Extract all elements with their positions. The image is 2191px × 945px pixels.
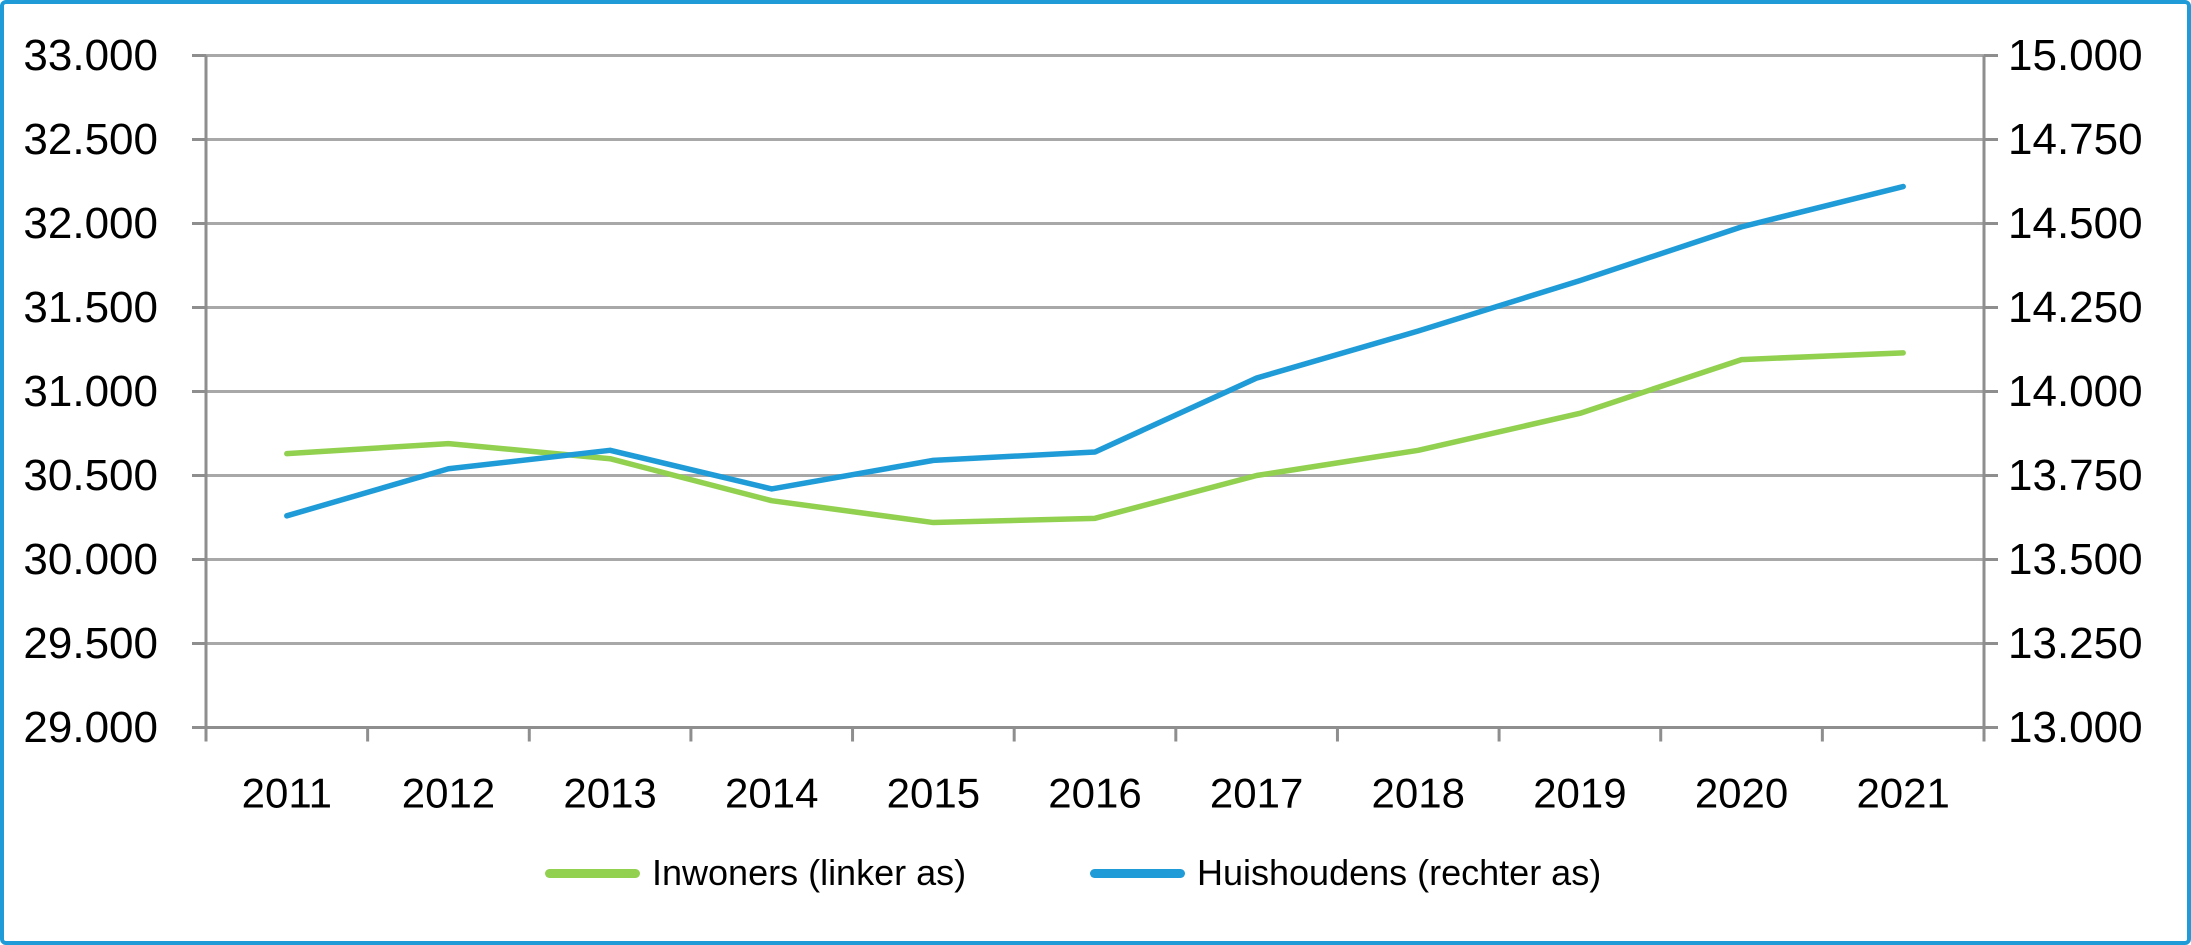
- left-axis-label: 30.500: [23, 451, 158, 500]
- x-axis-label: 2020: [1695, 770, 1788, 817]
- right-axis-label: 13.000: [2008, 703, 2143, 752]
- right-axis-label: 14.750: [2008, 115, 2143, 164]
- x-axis-label: 2013: [563, 770, 656, 817]
- legend-swatch-huishoudens: [1090, 868, 1185, 878]
- left-axis-label: 32.000: [23, 199, 158, 248]
- x-axis-label: 2019: [1533, 770, 1626, 817]
- x-axis-label: 2014: [725, 770, 818, 817]
- left-axis-label: 29.500: [23, 619, 158, 668]
- series-line-huishoudens: [284, 183, 1906, 519]
- right-axis-label: 14.000: [2008, 367, 2143, 416]
- legend-item-huishoudens: Huishoudens (rechter as): [1090, 851, 1601, 895]
- legend-label: Huishoudens (rechter as): [1197, 852, 1602, 893]
- x-axis-label: 2015: [887, 770, 980, 817]
- left-axis-label: 30.000: [23, 535, 158, 584]
- x-axis-label: 2018: [1372, 770, 1465, 817]
- x-axis-label: 2011: [242, 770, 332, 817]
- left-axis-label: 31.000: [23, 367, 158, 416]
- left-axis-label: 31.500: [23, 283, 158, 332]
- legend-label: Inwoners (linker as): [652, 852, 967, 893]
- x-axis-label: 2021: [1856, 770, 1949, 817]
- right-axis-label: 14.500: [2008, 199, 2143, 248]
- chart-legend: Inwoners (linker as) Huishoudens (rechter…: [0, 851, 2191, 895]
- right-axis-label: 13.250: [2008, 619, 2143, 668]
- legend-swatch-inwoners: [545, 868, 640, 878]
- left-axis-label: 32.500: [23, 115, 158, 164]
- x-axis-label: 2017: [1210, 770, 1303, 817]
- series-line-inwoners: [284, 350, 1906, 526]
- right-axis-label: 13.500: [2008, 535, 2143, 584]
- legend-item-inwoners: Inwoners (linker as): [545, 851, 966, 895]
- right-axis-label: 14.250: [2008, 283, 2143, 332]
- x-axis-label: 2012: [402, 770, 495, 817]
- left-axis-label: 33.000: [23, 31, 158, 80]
- right-axis-label: 13.750: [2008, 451, 2143, 500]
- x-axis-label: 2016: [1048, 770, 1141, 817]
- right-axis-label: 15.000: [2008, 31, 2143, 80]
- left-axis-label: 29.000: [23, 703, 158, 752]
